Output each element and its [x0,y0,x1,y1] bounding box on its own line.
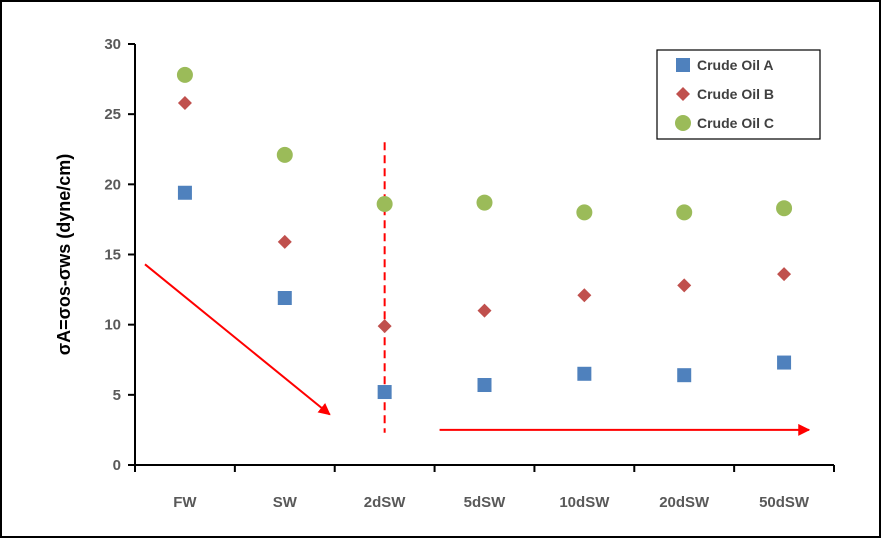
data-point-series-2 [577,288,592,303]
legend-label: Crude Oil A [697,57,774,73]
data-point-series-3 [376,195,393,212]
y-tick-label: 20 [104,176,121,193]
y-tick-label: 5 [113,387,121,404]
legend: Crude Oil A Crude Oil B Crude Oil C [656,49,821,140]
data-point-series-2 [277,234,292,249]
data-point-series-3 [576,204,593,221]
y-tick-label: 10 [104,317,121,334]
y-tick-label: 0 [113,457,121,474]
y-tick-label: 25 [104,106,121,123]
x-tick-label: 2dSW [364,494,407,511]
x-tick-label: SW [273,494,298,511]
x-tick-label: 10dSW [559,494,610,511]
y-tick-label: 30 [104,36,121,53]
decreasing-trend-arrow [144,263,331,416]
data-point-series-1 [577,366,592,381]
data-point-series-1 [277,291,292,306]
data-point-series-2 [477,303,492,318]
data-point-series-2 [777,267,792,282]
data-point-series-3 [776,200,793,217]
legend-marker [676,87,690,101]
legend-marker [676,58,690,72]
data-point-series-3 [176,66,193,83]
y-axis-label: σA=σos-σws (dyne/cm) [54,154,74,355]
data-point-series-2 [677,278,692,293]
y-tick-label: 15 [104,247,121,264]
data-point-series-3 [476,194,493,211]
x-tick-label: FW [173,494,197,511]
x-tick-label: 20dSW [659,494,710,511]
data-point-series-3 [676,204,693,221]
data-point-series-3 [276,146,293,163]
data-point-series-1 [777,355,792,370]
x-tick-label: 50dSW [759,494,810,511]
data-point-series-1 [477,378,492,393]
x-tick-label: 5dSW [464,494,507,511]
legend-label: Crude Oil C [697,115,774,131]
data-point-series-1 [677,368,692,383]
legend-marker [675,115,691,131]
legend-label: Crude Oil B [697,86,774,102]
data-point-series-1 [377,385,392,400]
data-point-series-1 [177,185,192,200]
data-point-series-2 [177,95,192,110]
data-point-series-2 [377,319,392,334]
